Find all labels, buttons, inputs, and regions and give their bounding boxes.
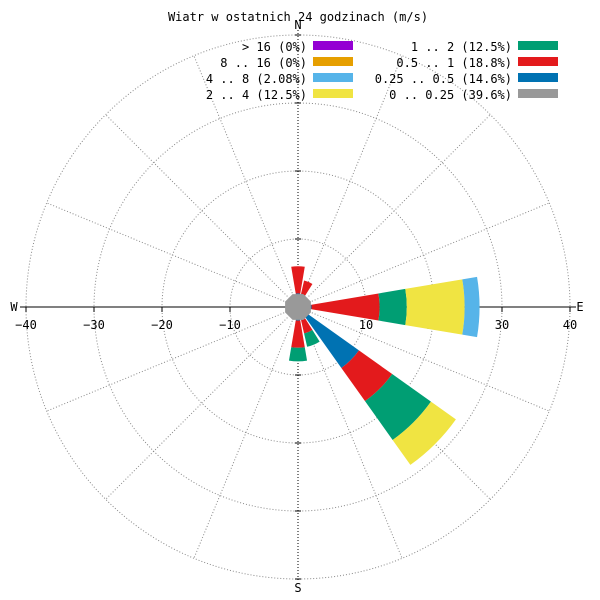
petal-segment-nne xyxy=(301,280,313,296)
petal-segment-sse xyxy=(304,330,320,347)
grid-spoke xyxy=(193,306,299,559)
legend-left-label: 8 .. 16 (0%) xyxy=(220,56,307,70)
legend-left-label: 4 .. 8 (2.08%) xyxy=(206,72,307,86)
axis-tick-label: −40 xyxy=(15,318,37,332)
grid-spoke xyxy=(297,55,403,308)
axis-tick-label: 30 xyxy=(495,318,509,332)
grid-spoke xyxy=(105,306,299,500)
legend-left-swatch xyxy=(313,73,353,82)
compass-north-label: N xyxy=(294,18,301,32)
legend-left-label: 2 .. 4 (12.5%) xyxy=(206,88,307,102)
petal-segment-n xyxy=(291,266,305,294)
petal-segment-e xyxy=(311,293,380,321)
petal-segment-e xyxy=(462,276,480,338)
legend-right-label: 0.5 .. 1 (18.8%) xyxy=(396,56,512,70)
grid-spoke xyxy=(46,202,299,308)
legend-right-swatch xyxy=(518,73,558,82)
grid-spoke xyxy=(105,114,299,308)
petal-segment-se xyxy=(298,307,359,368)
axis-tick-label: 40 xyxy=(563,318,577,332)
compass-south-label: S xyxy=(294,581,301,595)
grid-spoke xyxy=(297,306,550,412)
grid-spoke xyxy=(46,306,299,412)
calm-octagon xyxy=(285,294,311,320)
axis-tick-label: −10 xyxy=(219,318,241,332)
compass-east-label: E xyxy=(576,300,583,314)
legend-left-label: > 16 (0%) xyxy=(242,40,307,54)
legend: > 16 (0%) 8 .. 16 (0%) 4 .. 8 (2.08%) 2 .. … xyxy=(206,40,558,102)
legend-right-label: 0 .. 0.25 (39.6%) xyxy=(389,88,512,102)
chart-title: Wiatr w ostatnich 24 godzinach (m/s) xyxy=(168,10,428,24)
wind-petals xyxy=(288,266,480,465)
petal-segment-s xyxy=(288,347,308,362)
axis-tick-label: −20 xyxy=(151,318,173,332)
compass-west-label: W xyxy=(10,300,18,314)
petal-segment-e xyxy=(378,288,407,326)
legend-left-swatch xyxy=(313,57,353,66)
calm-center xyxy=(285,294,311,320)
petal-segment-sse xyxy=(301,318,313,334)
grid-spoke xyxy=(193,55,299,308)
legend-right-label: 1 .. 2 (12.5%) xyxy=(411,40,512,54)
legend-left-swatch xyxy=(313,89,353,98)
petal-segment-se xyxy=(341,350,393,402)
axis-tick-label: −30 xyxy=(83,318,105,332)
petal-segment-e xyxy=(405,279,465,335)
legend-left-swatch xyxy=(313,41,353,50)
legend-right-swatch xyxy=(518,41,558,50)
grid-spoke xyxy=(297,306,403,559)
petal-segment-s xyxy=(291,320,305,348)
grid-spoke xyxy=(297,114,491,308)
legend-right-swatch xyxy=(518,89,558,98)
grid-spoke xyxy=(297,202,550,308)
legend-right-label: 0.25 .. 0.5 (14.6%) xyxy=(375,72,512,86)
legend-right-swatch xyxy=(518,57,558,66)
petal-segment-se xyxy=(392,401,456,465)
petal-segment-se xyxy=(365,374,431,440)
axis-tick-label: 10 xyxy=(359,318,373,332)
